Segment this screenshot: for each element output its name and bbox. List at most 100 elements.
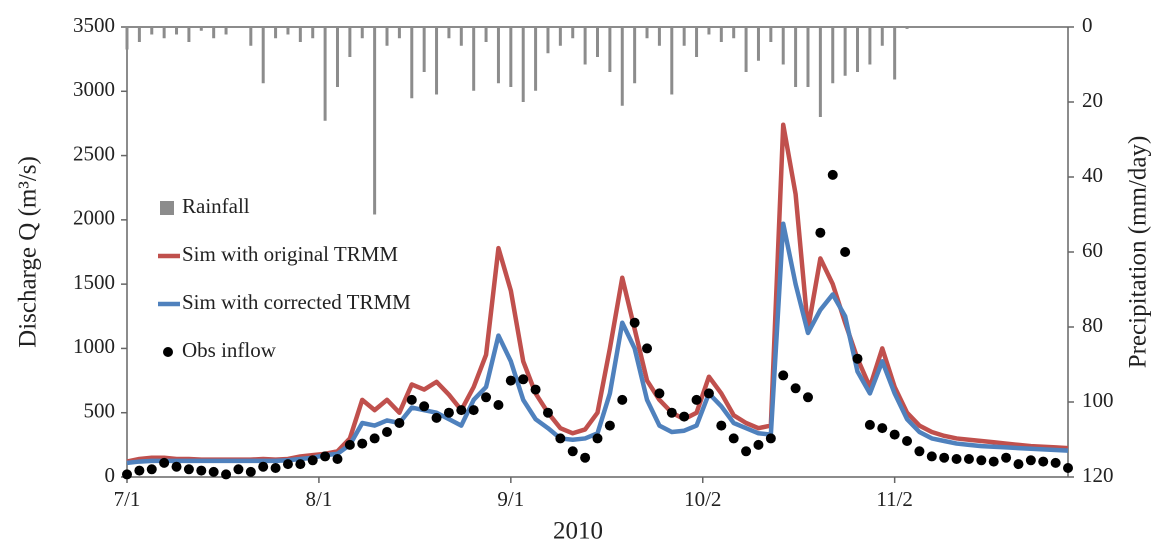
obs-point xyxy=(270,463,281,473)
obs-point xyxy=(555,433,566,444)
y-tick-label: 2000 xyxy=(73,206,115,230)
rain-bar xyxy=(484,27,488,42)
rain-bar xyxy=(645,27,649,39)
rain-bar xyxy=(657,27,661,46)
obs-point xyxy=(505,375,516,386)
x-tick-label: 10/2 xyxy=(684,487,721,511)
y-axis-title: Discharge Q (m³/s) xyxy=(15,156,42,348)
rain-bar xyxy=(162,27,166,39)
rain-bar xyxy=(856,27,860,72)
obs-point xyxy=(468,405,479,416)
y-tick-label: 3000 xyxy=(73,77,115,101)
obs-point xyxy=(258,461,269,472)
rain-bar xyxy=(521,27,525,102)
obs-point xyxy=(369,433,380,444)
obs-point xyxy=(134,465,145,476)
rain-bar xyxy=(435,27,439,95)
obs-point xyxy=(666,407,677,418)
rain-bar xyxy=(534,27,538,91)
rain-bar xyxy=(335,27,339,87)
obs-point xyxy=(542,407,553,418)
obs-point xyxy=(518,374,529,385)
rain-bar xyxy=(843,27,847,76)
obs-point xyxy=(654,388,665,399)
x-tick-label: 7/1 xyxy=(114,487,141,511)
rain-bar xyxy=(137,27,141,42)
obs-point xyxy=(357,438,368,449)
rain-bar xyxy=(608,27,612,72)
obs-point xyxy=(753,439,764,450)
rain-bar xyxy=(620,27,624,106)
obs-point xyxy=(1001,452,1012,463)
y-tick-label: 3500 xyxy=(73,13,115,37)
obs-point xyxy=(307,455,318,466)
rain-bar xyxy=(558,27,562,46)
rain-bar xyxy=(286,27,290,35)
rain-bar xyxy=(187,27,191,42)
rain-bar xyxy=(583,27,587,65)
rain-bar xyxy=(719,27,723,42)
y-tick-label: 500 xyxy=(84,399,116,423)
obs-point xyxy=(840,247,851,257)
rain-bar xyxy=(893,27,897,80)
rain-bar xyxy=(199,27,203,31)
rain-bar xyxy=(781,27,785,65)
obs-point xyxy=(382,427,393,437)
legend-swatch xyxy=(163,347,173,357)
rain-bar xyxy=(769,27,773,42)
obs-point xyxy=(233,464,244,475)
rain-bar xyxy=(212,27,216,39)
obs-point xyxy=(295,459,306,470)
x-tick-label: 8/1 xyxy=(305,487,332,511)
rain-bar xyxy=(410,27,414,99)
rain-bar xyxy=(311,27,315,39)
rain-bar xyxy=(422,27,426,72)
rain-bar xyxy=(496,27,500,84)
obs-point xyxy=(493,400,504,410)
rain-bar xyxy=(298,27,302,42)
obs-point xyxy=(642,343,653,354)
legend-label: Rainfall xyxy=(182,194,250,218)
obs-point xyxy=(604,420,615,431)
rain-bar xyxy=(682,27,686,46)
rain-bar xyxy=(831,27,835,84)
y2-tick-label: 120 xyxy=(1082,463,1114,487)
y2-tick-label: 20 xyxy=(1082,88,1103,112)
rain-bar xyxy=(818,27,822,117)
x-tick-label: 9/1 xyxy=(497,487,524,511)
obs-point xyxy=(852,353,863,364)
rain-bar xyxy=(348,27,352,57)
obs-point xyxy=(926,451,937,462)
rain-bar xyxy=(806,27,810,87)
obs-point xyxy=(171,461,182,472)
obs-point xyxy=(481,392,492,403)
obs-point xyxy=(221,469,232,480)
obs-point xyxy=(802,392,813,403)
rain-bar xyxy=(670,27,674,95)
obs-point xyxy=(592,433,603,444)
rain-bar xyxy=(125,27,129,50)
rain-bar xyxy=(794,27,798,87)
obs-point xyxy=(245,466,256,477)
rain-bar xyxy=(744,27,748,72)
legend-label: Obs inflow xyxy=(182,338,277,362)
legend-label: Sim with original TRMM xyxy=(182,242,398,266)
obs-point xyxy=(208,466,219,477)
legend-swatch xyxy=(160,201,174,215)
obs-point xyxy=(679,411,690,422)
rain-bar xyxy=(150,27,154,35)
obs-point xyxy=(703,388,714,399)
rain-bar xyxy=(249,27,253,46)
obs-point xyxy=(406,394,417,405)
obs-point xyxy=(691,394,702,405)
obs-point xyxy=(716,420,727,431)
obs-point xyxy=(344,439,355,450)
rain-bar xyxy=(274,27,278,39)
obs-point xyxy=(877,423,888,434)
rain-bar xyxy=(175,27,179,35)
x-axis-title: 2010 xyxy=(553,518,603,545)
rain-bar xyxy=(373,27,377,215)
obs-point xyxy=(765,433,776,444)
obs-point xyxy=(567,446,578,457)
rain-bar xyxy=(509,27,513,87)
